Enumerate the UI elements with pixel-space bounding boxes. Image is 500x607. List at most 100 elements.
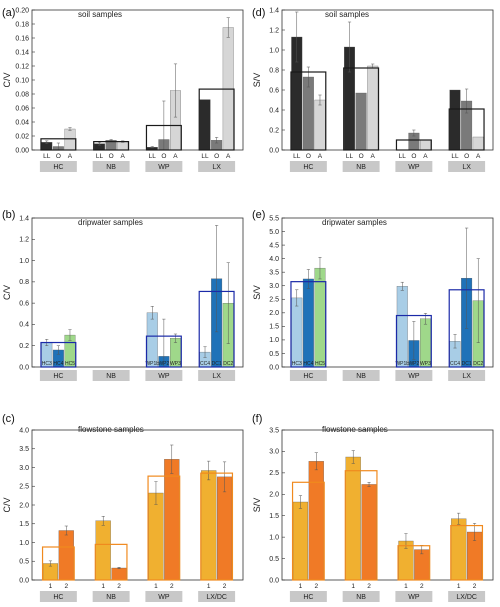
category-label: LL xyxy=(149,153,157,160)
site-label: LX xyxy=(212,164,221,171)
site-label: WP xyxy=(158,164,170,171)
category-label: DC2 xyxy=(223,361,233,367)
category-label: 1 xyxy=(457,583,461,590)
bar xyxy=(146,312,158,368)
mean-box xyxy=(40,138,77,151)
site-label: LX xyxy=(462,164,471,171)
y-tick-label: 2.0 xyxy=(19,502,29,509)
mean-box xyxy=(93,141,130,151)
bar xyxy=(451,518,467,581)
site-label-bg xyxy=(395,591,433,602)
category-label: A xyxy=(476,153,481,160)
mean-box xyxy=(200,472,234,581)
category-label: WP2 xyxy=(158,361,169,367)
site-label-bg xyxy=(289,161,327,172)
y-tick-label: 2.5 xyxy=(269,470,279,477)
panel-label: (a) xyxy=(2,7,15,19)
category-label: LL xyxy=(346,153,354,160)
category-label: LL xyxy=(293,153,301,160)
mean-box xyxy=(343,67,380,151)
y-tick-label: 0.4 xyxy=(19,322,29,329)
y-axis-label: S/V xyxy=(252,285,262,300)
bar xyxy=(111,567,127,581)
category-label: DC1 xyxy=(462,361,472,367)
site-label-bg xyxy=(145,591,183,602)
y-tick-label: 0.0 xyxy=(19,577,29,584)
site-label-bg xyxy=(342,161,380,172)
category-label: 1 xyxy=(404,583,408,590)
chart-title: soil samples xyxy=(78,10,122,19)
y-tick-label: 1.0 xyxy=(19,258,29,265)
mean-box xyxy=(397,545,431,581)
bar xyxy=(396,286,408,368)
mean-box xyxy=(448,108,485,151)
site-label-bg xyxy=(39,370,77,381)
y-tick-label: 0.04 xyxy=(15,119,29,126)
site-label: HC xyxy=(303,373,313,380)
y-tick-label: 2.0 xyxy=(269,492,279,499)
y-axis-label: S/V xyxy=(252,498,262,513)
y-tick-label: 4.5 xyxy=(269,242,279,249)
category-label: O xyxy=(359,153,364,160)
mean-box xyxy=(344,470,378,581)
site-label-bg xyxy=(198,591,236,602)
bar xyxy=(216,476,233,581)
site-label-bg xyxy=(289,370,327,381)
panel-a: (a) soil samples C/V 0.00 0.02 0.04 0.06 0.08 0.… xyxy=(2,7,244,172)
y-tick-label: 1.0 xyxy=(19,540,29,547)
category-label: DC1 xyxy=(212,361,222,367)
bar xyxy=(95,520,111,581)
y-tick-label: 0.0 xyxy=(19,364,29,371)
y-tick-label: 1.2 xyxy=(269,27,279,34)
category-label: A xyxy=(371,153,376,160)
mean-box xyxy=(290,71,327,151)
bar xyxy=(302,76,314,151)
plot-frame xyxy=(281,9,494,151)
panel-f: (f) flowstone samples S/V 0.0 0.5 1.0 1.5 2.0 2.… xyxy=(252,413,494,602)
y-tick-label: 0.00 xyxy=(15,147,29,154)
y-tick-label: 3.0 xyxy=(269,283,279,290)
y-tick-label: 0.0 xyxy=(269,364,279,371)
panel-label: (f) xyxy=(252,413,262,425)
category-label: O xyxy=(306,153,311,160)
category-label: 2 xyxy=(117,583,121,590)
mean-box xyxy=(40,341,77,368)
bar xyxy=(314,267,326,368)
mean-box xyxy=(395,139,432,151)
category-label: HC3 xyxy=(42,361,52,367)
site-label-bg xyxy=(145,370,183,381)
category-label: HC4 xyxy=(53,361,63,367)
bar xyxy=(291,297,303,368)
site-label-bg xyxy=(39,161,77,172)
category-label: WP1b xyxy=(395,361,409,367)
category-label: WP2 xyxy=(408,361,419,367)
site-label: LX/DC xyxy=(456,594,477,601)
bar xyxy=(361,484,377,581)
category-label: 1 xyxy=(101,583,105,590)
y-tick-label: 3.5 xyxy=(19,446,29,453)
y-tick-label: 0.8 xyxy=(269,67,279,74)
site-label: LX xyxy=(212,373,221,380)
mean-box xyxy=(395,314,432,368)
category-label: O xyxy=(214,153,219,160)
y-tick-label: 4.0 xyxy=(19,427,29,434)
category-label: 1 xyxy=(351,583,355,590)
site-label: NB xyxy=(106,373,116,380)
category-label: LL xyxy=(201,153,209,160)
y-tick-label: 1.4 xyxy=(19,215,29,222)
bar xyxy=(58,530,74,581)
site-label: WP xyxy=(158,594,170,601)
y-tick-label: 1.2 xyxy=(19,237,29,244)
site-label-bg xyxy=(289,591,327,602)
category-label: WP3 xyxy=(170,361,181,367)
site-label: NB xyxy=(106,164,116,171)
y-tick-label: 1.4 xyxy=(269,7,279,14)
category-label: 1 xyxy=(154,583,158,590)
category-label: O xyxy=(411,153,416,160)
site-label-bg xyxy=(198,370,236,381)
y-tick-label: 3.5 xyxy=(269,269,279,276)
y-tick-label: 0.5 xyxy=(269,351,279,358)
category-label: LL xyxy=(96,153,104,160)
mean-box xyxy=(198,290,235,368)
